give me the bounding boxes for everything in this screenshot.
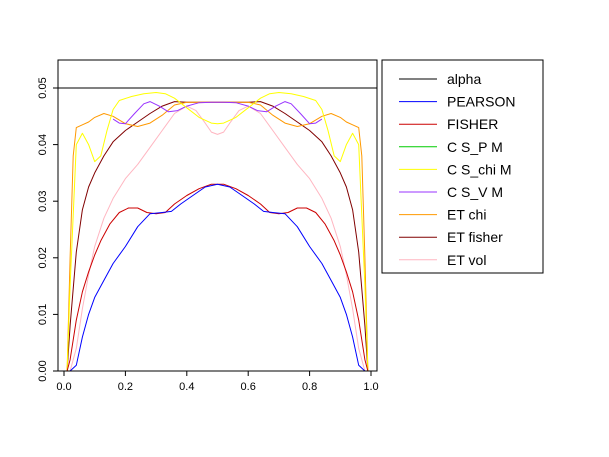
legend-label: C S_P M <box>447 139 503 155</box>
series-line-1 <box>64 183 371 371</box>
legend-label: ET chi <box>447 207 486 223</box>
legend-label: ET vol <box>447 252 486 268</box>
legend-label: PEARSON <box>447 94 515 110</box>
legend-label: alpha <box>447 71 481 87</box>
series-line-5 <box>112 101 323 125</box>
legend-label: C S_chi M <box>447 161 512 177</box>
plot-area <box>58 87 377 371</box>
x-tick-label: 0.2 <box>118 381 133 393</box>
x-tick-label: 0.6 <box>241 381 256 393</box>
plot-frame <box>57 59 378 372</box>
x-axis: 0.0 0.2 0.4 0.6 0.8 1.0 <box>56 371 379 393</box>
series-line-8 <box>64 105 371 371</box>
legend: alpha PEARSON FISHER C S_P M C S_chi M C S_V … <box>381 59 544 274</box>
y-tick-label: 0.04 <box>37 134 49 155</box>
y-tick-label: 0.01 <box>37 304 49 325</box>
x-tick-label: 0.8 <box>302 381 317 393</box>
series-line-4 <box>64 92 371 371</box>
y-tick-label: 0.05 <box>37 77 49 98</box>
x-tick-label: 0.4 <box>179 381 194 393</box>
x-tick-label: 0.0 <box>56 381 71 393</box>
legend-label: FISHER <box>447 116 498 132</box>
legend-label: C S_V M <box>447 184 503 200</box>
y-tick-label: 0.03 <box>37 190 49 211</box>
y-tick-label: 0.02 <box>37 247 49 268</box>
y-tick-label: 0.00 <box>37 360 49 381</box>
x-tick-label: 1.0 <box>363 381 378 393</box>
legend-label: ET fisher <box>447 229 503 245</box>
y-axis: 0.00 0.01 0.02 0.03 0.04 0.05 <box>37 77 58 382</box>
